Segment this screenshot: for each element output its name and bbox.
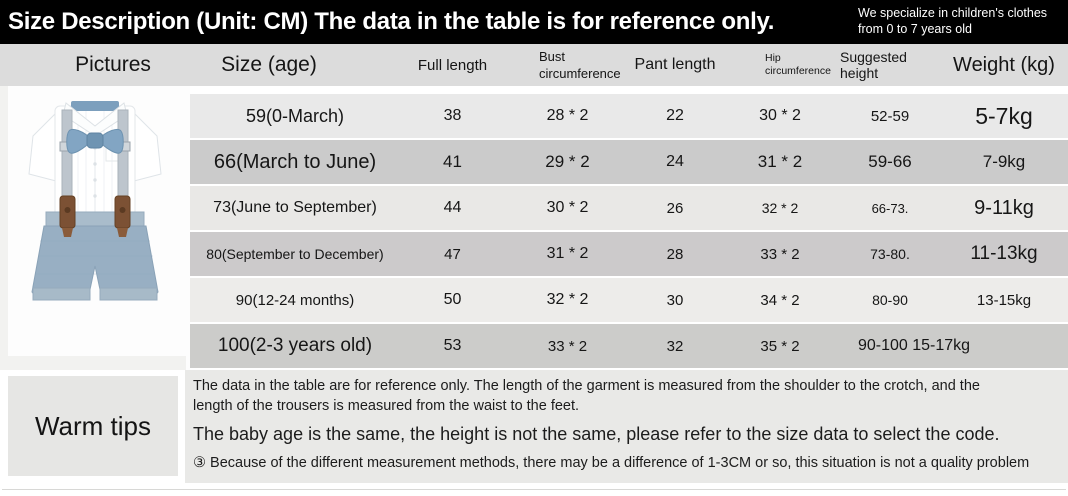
specialty-note: We specialize in children's clothes from… bbox=[858, 5, 1047, 37]
cell-full-length: 44 bbox=[443, 199, 462, 216]
warm-tips-line-3: ③ Because of the different measurement m… bbox=[193, 455, 1030, 471]
cell-bust: 33 * 2 bbox=[547, 337, 588, 355]
product-photo bbox=[0, 86, 190, 370]
cell-size: 100(2-3 years old) bbox=[217, 335, 373, 356]
cell-bust: 32 * 2 bbox=[546, 291, 589, 308]
cell-suggested-height: 80-90 bbox=[872, 292, 908, 308]
cell-pant-length: 24 bbox=[666, 153, 684, 170]
cell-weight: 9-11kg bbox=[974, 196, 1034, 219]
cell-full-length: 53 bbox=[443, 337, 462, 354]
column-header-suggested-height: Suggested height bbox=[840, 49, 907, 81]
table-row: 100(2-3 years old) 53 33 * 2 32 35 * 2 9… bbox=[190, 324, 1068, 370]
cell-suggested-height: 59-66 bbox=[868, 152, 912, 171]
cell-bust: 28 * 2 bbox=[546, 107, 589, 124]
cell-weight: 5-7kg bbox=[975, 102, 1033, 129]
cell-full-length: 38 bbox=[443, 107, 462, 124]
cell-pant-length: 26 bbox=[666, 199, 684, 217]
table-row: 80(September to December) 47 31 * 2 28 3… bbox=[190, 232, 1068, 278]
column-header-full-length: Full length bbox=[417, 56, 488, 74]
cell-hip: 31 * 2 bbox=[757, 152, 803, 171]
cell-size: 73(June to September) bbox=[213, 199, 377, 216]
bottom-divider bbox=[2, 489, 1066, 490]
warm-tips-text: The data in the table are for reference … bbox=[185, 370, 1068, 483]
cell-weight: 11-13kg bbox=[970, 243, 1038, 264]
page-title: Size Description (Unit: CM) The data in … bbox=[8, 8, 775, 35]
cell-pant-length: 28 bbox=[666, 245, 684, 263]
cell-suggested-height: 66-73. bbox=[871, 200, 909, 216]
cell-full-length: 50 bbox=[443, 291, 462, 308]
hip-header-line-1: Hip bbox=[765, 52, 781, 64]
table-row: 66(March to June) 41 29 * 2 24 31 * 2 59… bbox=[190, 140, 1068, 186]
cell-size: 80(September to December) bbox=[206, 246, 384, 262]
cell-hip: 32 * 2 bbox=[761, 200, 799, 216]
warm-tips-label-column: Warm tips bbox=[0, 370, 185, 483]
cell-suggested-height: 52-59 bbox=[870, 107, 910, 125]
cell-bust: 30 * 2 bbox=[546, 199, 589, 216]
warm-tips-line-1: The data in the table are for reference … bbox=[193, 378, 980, 414]
table-row: 90(12-24 months) 50 32 * 2 30 34 * 2 80-… bbox=[190, 278, 1068, 324]
column-header-weight: Weight (kg) bbox=[953, 53, 1055, 76]
column-header-pant-length: Pant length bbox=[634, 56, 716, 73]
cell-bust: 29 * 2 bbox=[545, 152, 590, 171]
table-header-row: Pictures Size (age) Full length Bust cir… bbox=[0, 44, 1068, 86]
hip-header-line-2: circumference bbox=[765, 65, 831, 77]
cell-hip: 33 * 2 bbox=[760, 245, 800, 263]
cell-hip: 30 * 2 bbox=[759, 107, 801, 124]
cell-pant-length: 32 bbox=[666, 337, 684, 355]
cell-weight: 13-15kg bbox=[976, 291, 1032, 309]
cell-size: 90(12-24 months) bbox=[235, 291, 355, 309]
specialty-note-line-1: We specialize in children's clothes bbox=[858, 6, 1048, 20]
baby-outfit-photo bbox=[0, 86, 186, 370]
column-header-pictures: Pictures bbox=[75, 53, 151, 76]
cell-hip: 35 * 2 bbox=[760, 337, 800, 355]
specialty-note-line-2: from 0 to 7 years old bbox=[858, 22, 972, 36]
cell-suggested-height-weight: 90-100 15-17kg bbox=[857, 337, 971, 354]
cell-pant-length: 22 bbox=[666, 107, 684, 124]
cell-size: 59(0-March) bbox=[245, 105, 345, 126]
table-row: 59(0-March) 38 28 * 2 22 30 * 2 52-59 5-… bbox=[190, 94, 1068, 140]
cell-pant-length: 30 bbox=[666, 291, 684, 309]
cell-full-length: 47 bbox=[444, 245, 461, 263]
cell-suggested-height: 73-80. bbox=[870, 246, 910, 262]
cell-size: 66(March to June) bbox=[213, 150, 377, 173]
cell-weight: 7-9kg bbox=[982, 152, 1026, 171]
warm-tips-label: Warm tips bbox=[8, 376, 178, 476]
bust-header-line-1: Bust bbox=[539, 49, 566, 64]
cell-hip: 34 * 2 bbox=[760, 291, 800, 309]
column-header-hip-circumference: Hip circumference bbox=[720, 52, 840, 78]
column-header-size-age: Size (age) bbox=[221, 53, 317, 76]
topbar: Size Description (Unit: CM) The data in … bbox=[0, 0, 1068, 44]
cell-full-length: 41 bbox=[443, 152, 462, 171]
bust-header-line-2: circumference bbox=[539, 66, 621, 81]
warm-tips-section: Warm tips The data in the table are for … bbox=[0, 370, 1068, 483]
size-table-body: 59(0-March) 38 28 * 2 22 30 * 2 52-59 5-… bbox=[190, 94, 1068, 370]
table-row: 73(June to September) 44 30 * 2 26 32 * … bbox=[190, 186, 1068, 232]
cell-bust: 31 * 2 bbox=[546, 245, 589, 262]
column-header-bust-circumference: Bust circumference bbox=[505, 48, 630, 82]
warm-tips-line-2: The baby age is the same, the height is … bbox=[193, 424, 1000, 444]
